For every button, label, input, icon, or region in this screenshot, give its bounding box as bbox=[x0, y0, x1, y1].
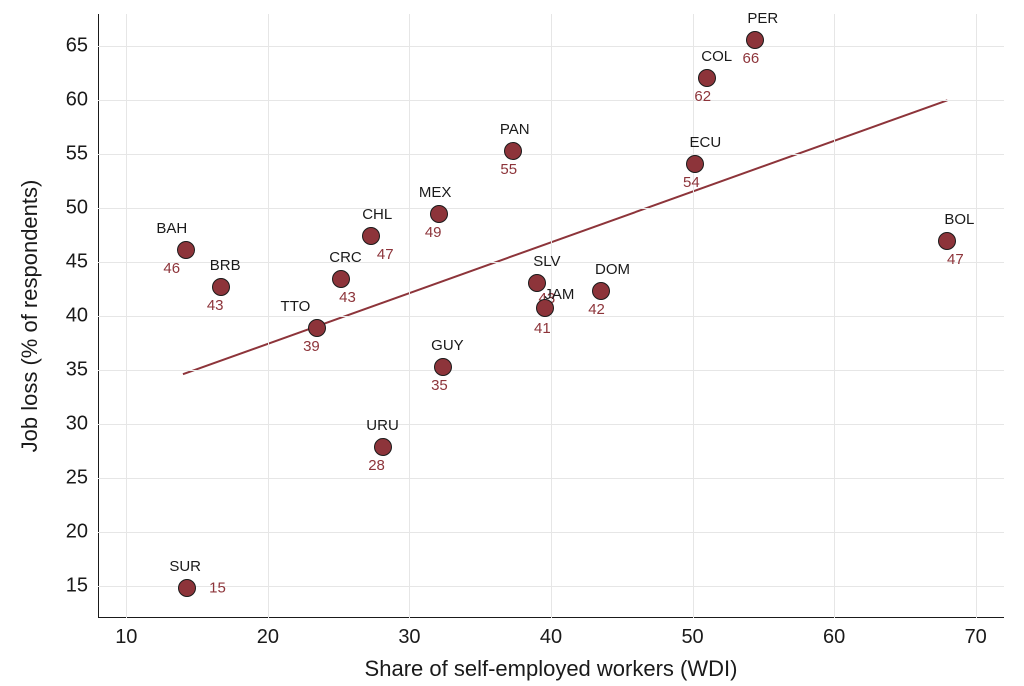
y-tick-label: 30 bbox=[66, 412, 88, 435]
point-value-label: 62 bbox=[694, 88, 711, 105]
x-axis-title: Share of self-employed workers (WDI) bbox=[365, 656, 738, 682]
point-value-label: 47 bbox=[947, 251, 964, 268]
x-tick-label: 50 bbox=[681, 626, 703, 649]
x-tick-label: 10 bbox=[115, 626, 137, 649]
point-code-label: PER bbox=[747, 10, 778, 27]
point-value-label: 49 bbox=[425, 224, 442, 241]
y-tick-label: 45 bbox=[66, 251, 88, 274]
point-value-label: 66 bbox=[743, 50, 760, 67]
point-code-label: TTO bbox=[281, 298, 311, 315]
data-point bbox=[308, 319, 326, 337]
trend-line bbox=[0, 0, 1024, 686]
y-gridline bbox=[98, 532, 1004, 533]
point-code-label: SUR bbox=[169, 558, 201, 575]
y-tick-label: 15 bbox=[66, 574, 88, 597]
data-point bbox=[332, 270, 350, 288]
point-code-label: PAN bbox=[500, 121, 530, 138]
data-point bbox=[686, 155, 704, 173]
point-code-label: JAM bbox=[544, 286, 574, 303]
point-code-label: BAH bbox=[156, 220, 187, 237]
point-value-label: 47 bbox=[377, 246, 394, 263]
point-value-label: 43 bbox=[339, 289, 356, 306]
y-gridline bbox=[98, 424, 1004, 425]
data-point bbox=[746, 31, 764, 49]
y-tick-label: 55 bbox=[66, 143, 88, 166]
point-value-label: 46 bbox=[163, 260, 180, 277]
point-code-label: BOL bbox=[944, 211, 974, 228]
y-gridline bbox=[98, 478, 1004, 479]
point-value-label: 43 bbox=[207, 297, 224, 314]
point-code-label: CRC bbox=[329, 249, 362, 266]
data-point bbox=[362, 227, 380, 245]
y-tick-label: 20 bbox=[66, 520, 88, 543]
point-value-label: 42 bbox=[588, 301, 605, 318]
point-code-label: SLV bbox=[533, 253, 560, 270]
y-gridline bbox=[98, 100, 1004, 101]
y-tick-label: 40 bbox=[66, 305, 88, 328]
point-code-label: URU bbox=[366, 417, 399, 434]
x-tick-label: 40 bbox=[540, 626, 562, 649]
y-gridline bbox=[98, 370, 1004, 371]
point-code-label: COL bbox=[701, 48, 732, 65]
y-tick-label: 35 bbox=[66, 358, 88, 381]
point-value-label: 28 bbox=[368, 457, 385, 474]
point-code-label: MEX bbox=[419, 184, 452, 201]
point-code-label: BRB bbox=[210, 257, 241, 274]
point-code-label: GUY bbox=[431, 337, 464, 354]
x-tick-label: 20 bbox=[257, 626, 279, 649]
y-tick-label: 25 bbox=[66, 466, 88, 489]
point-value-label: 35 bbox=[431, 377, 448, 394]
y-tick-label: 65 bbox=[66, 35, 88, 58]
data-point bbox=[374, 438, 392, 456]
point-code-label: CHL bbox=[362, 206, 392, 223]
y-gridline bbox=[98, 208, 1004, 209]
x-tick-label: 30 bbox=[398, 626, 420, 649]
y-gridline bbox=[98, 154, 1004, 155]
y-axis-title: Job loss (% of respondents) bbox=[17, 180, 43, 453]
y-tick-label: 50 bbox=[66, 197, 88, 220]
data-point bbox=[430, 205, 448, 223]
y-gridline bbox=[98, 586, 1004, 587]
data-point bbox=[592, 282, 610, 300]
point-code-label: DOM bbox=[595, 261, 630, 278]
y-gridline bbox=[98, 46, 1004, 47]
data-point bbox=[504, 142, 522, 160]
data-point bbox=[178, 579, 196, 597]
x-tick-label: 70 bbox=[965, 626, 987, 649]
point-value-label: 41 bbox=[534, 320, 551, 337]
data-point bbox=[698, 69, 716, 87]
point-value-label: 15 bbox=[209, 579, 226, 596]
point-code-label: ECU bbox=[690, 134, 722, 151]
data-point bbox=[177, 241, 195, 259]
y-gridline bbox=[98, 316, 1004, 317]
data-point bbox=[212, 278, 230, 296]
point-value-label: 54 bbox=[683, 174, 700, 191]
x-tick-label: 60 bbox=[823, 626, 845, 649]
data-point bbox=[938, 232, 956, 250]
point-value-label: 55 bbox=[500, 161, 517, 178]
data-point bbox=[434, 358, 452, 376]
scatter-chart: Share of self-employed workers (WDI) Job… bbox=[0, 0, 1024, 686]
y-tick-label: 60 bbox=[66, 89, 88, 112]
point-value-label: 39 bbox=[303, 338, 320, 355]
